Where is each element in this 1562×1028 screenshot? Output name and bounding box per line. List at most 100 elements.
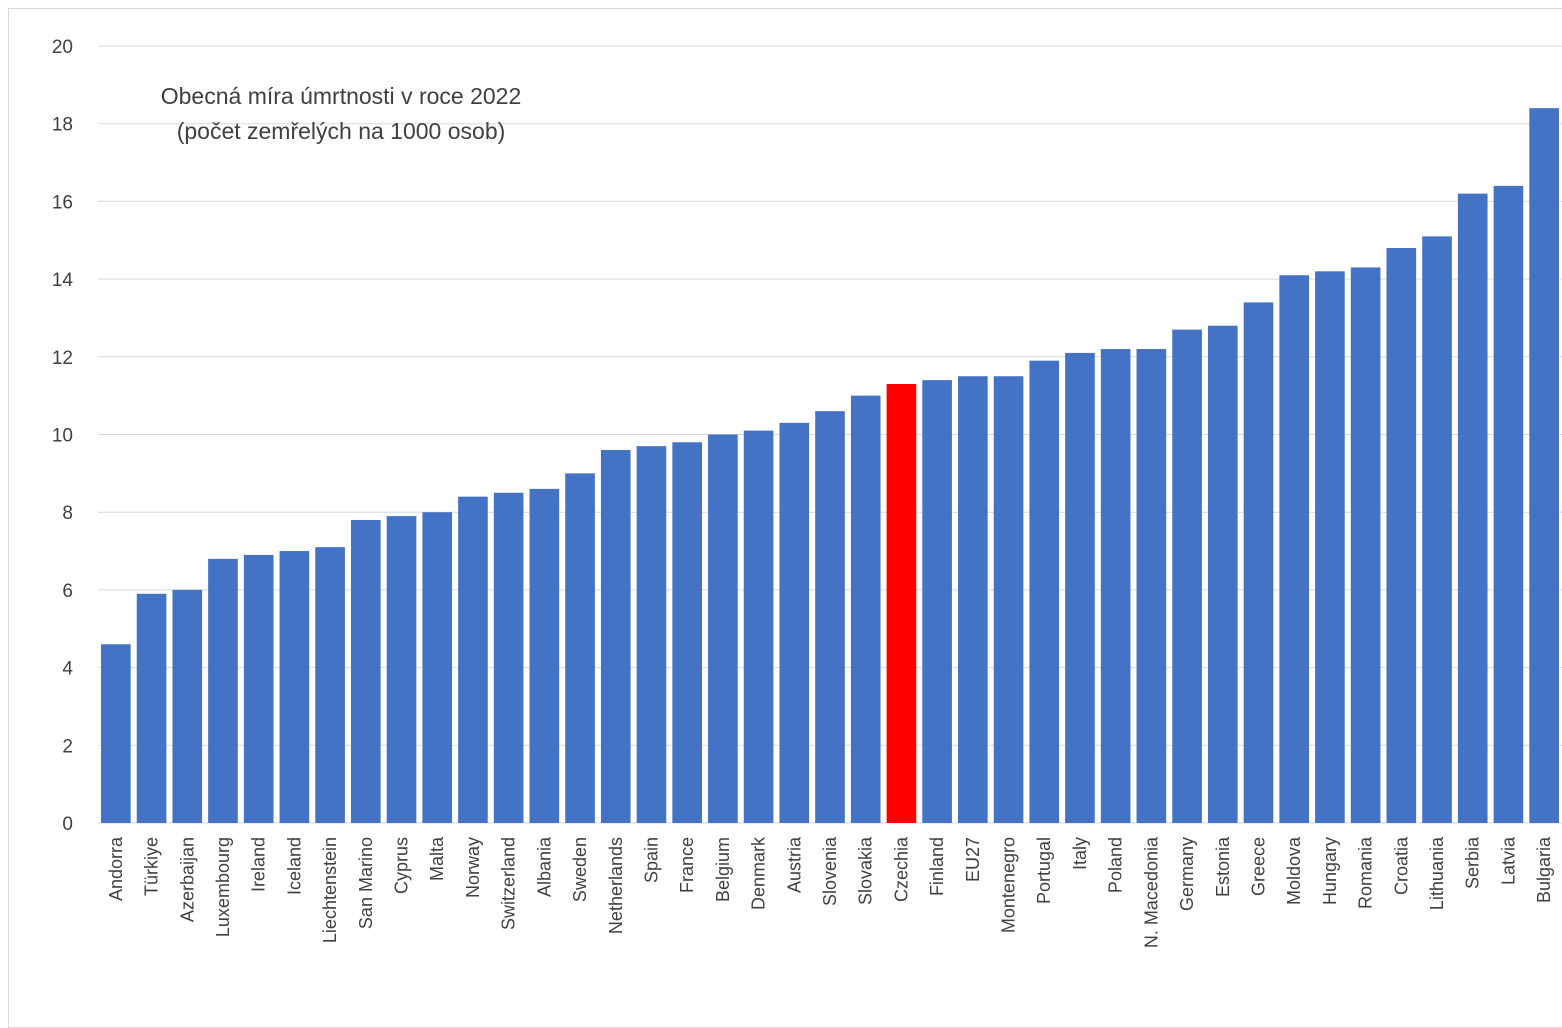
bar-luxembourg: [208, 558, 238, 823]
x-category-label: Azerbaijan: [177, 837, 197, 922]
bar-greece: [1243, 302, 1274, 823]
x-category-label: Denmark: [749, 836, 769, 910]
bar-moldova: [1279, 275, 1310, 824]
x-category-label: France: [677, 837, 697, 893]
bar-liechtenstein: [315, 547, 345, 823]
x-category-label: Cyprus: [392, 837, 412, 894]
x-category-label: Albania: [534, 836, 554, 897]
bar-poland: [1100, 349, 1131, 823]
y-tick-label: 4: [62, 659, 73, 680]
y-tick-label: 6: [62, 581, 73, 602]
x-category-label: Switzerland: [499, 837, 519, 930]
x-category-label: Romania: [1356, 836, 1376, 909]
x-category-label: Andorra: [106, 836, 126, 901]
x-category-label: Norway: [463, 837, 483, 898]
bar-norway: [458, 496, 488, 823]
x-category-label: Netherlands: [606, 837, 626, 934]
bar-netherlands: [600, 450, 631, 823]
bar-n-macedonia: [1136, 349, 1167, 823]
x-category-label: Estonia: [1213, 836, 1233, 897]
bar-switzerland: [493, 492, 524, 823]
bar-ireland: [243, 554, 274, 823]
y-tick-label: 0: [62, 814, 73, 835]
x-category-label: Spain: [641, 837, 661, 883]
x-category-label: Serbia: [1463, 836, 1483, 889]
bar-cyprus: [386, 516, 417, 823]
bar-andorra: [101, 644, 131, 823]
bar-san-marino: [350, 519, 381, 823]
bar-italy: [1065, 352, 1095, 823]
bar-france: [672, 442, 702, 823]
x-category-label: Poland: [1106, 837, 1126, 893]
x-category-label: EU27: [963, 837, 983, 882]
chart-title-line-2: (počet zemřelých na 1000 osob): [177, 118, 506, 144]
bar-malta: [422, 512, 453, 823]
x-category-label: Montenegro: [999, 837, 1019, 933]
y-axis-ticks: 0 2 4 6 8 10 12 14 16 18 20: [52, 37, 74, 835]
x-category-label: Malta: [427, 836, 447, 881]
x-category-label: San Marino: [356, 837, 376, 929]
bar-finland: [922, 380, 952, 823]
bar-montenegro: [993, 376, 1024, 823]
bar-spain: [636, 446, 667, 823]
bar-austria: [779, 422, 810, 823]
x-category-label: N. Macedonia: [1141, 836, 1161, 948]
y-tick-label: 18: [52, 115, 73, 136]
bar-denmark: [743, 430, 774, 823]
bar-hungary: [1315, 271, 1345, 824]
x-category-label: Hungary: [1320, 837, 1340, 905]
x-category-label: Liechtenstein: [320, 837, 340, 943]
bar-portugal: [1029, 360, 1060, 823]
x-category-label: Lithuania: [1427, 836, 1447, 910]
bar-lithuania: [1422, 236, 1452, 824]
x-category-label: Latvia: [1498, 836, 1518, 885]
y-tick-label: 2: [62, 736, 73, 757]
y-tick-label: 16: [52, 192, 73, 213]
bar-slovakia: [850, 395, 881, 823]
x-category-label: Greece: [1248, 837, 1268, 896]
bar-azerbaijan: [172, 589, 203, 823]
bar-estonia: [1207, 325, 1238, 823]
bar-latvia: [1493, 185, 1524, 824]
x-category-label: Ireland: [249, 837, 269, 892]
x-category-label: Sweden: [570, 837, 590, 902]
bars: [101, 108, 1559, 824]
x-category-label: Türkiye: [142, 837, 162, 896]
x-category-label: Germany: [1177, 837, 1197, 911]
bar-bulgaria: [1529, 108, 1559, 823]
x-category-label: Italy: [1070, 837, 1090, 870]
y-tick-label: 20: [52, 37, 73, 58]
bar-romania: [1350, 267, 1381, 823]
bar-iceland: [279, 551, 310, 823]
bar-czechia: [886, 383, 917, 823]
x-category-label: Slovenia: [820, 836, 840, 906]
x-axis-labels: Andorra Türkiye Azerbaijan Luxembourg Irelan…: [106, 836, 1554, 948]
x-category-label: Iceland: [284, 837, 304, 895]
x-category-label: Bulgaria: [1534, 836, 1554, 903]
x-category-label: Belgium: [713, 837, 733, 902]
y-tick-label: 14: [52, 270, 74, 291]
x-category-label: Portugal: [1034, 837, 1054, 904]
x-category-label: Austria: [784, 836, 804, 893]
x-category-label: Finland: [927, 837, 947, 896]
x-category-label: Moldova: [1284, 836, 1304, 905]
x-category-label: Slovakia: [856, 836, 876, 905]
x-category-label: Luxembourg: [213, 837, 233, 937]
x-category-label: Czechia: [891, 836, 911, 902]
x-category-label: Croatia: [1391, 836, 1411, 895]
bar-t-rkiye: [136, 593, 167, 823]
bar-eu27: [958, 376, 988, 823]
bar-albania: [529, 488, 560, 823]
y-tick-label: 8: [62, 503, 73, 524]
y-tick-label: 10: [52, 426, 73, 447]
bar-slovenia: [815, 411, 845, 823]
bar-belgium: [708, 434, 738, 823]
chart-title-line-1: Obecná míra úmrtnosti v roce 2022: [161, 83, 522, 109]
bar-serbia: [1457, 193, 1488, 823]
bar-germany: [1172, 329, 1202, 823]
y-tick-label: 12: [52, 348, 73, 369]
bar-sweden: [565, 473, 595, 823]
bar-croatia: [1386, 248, 1417, 823]
